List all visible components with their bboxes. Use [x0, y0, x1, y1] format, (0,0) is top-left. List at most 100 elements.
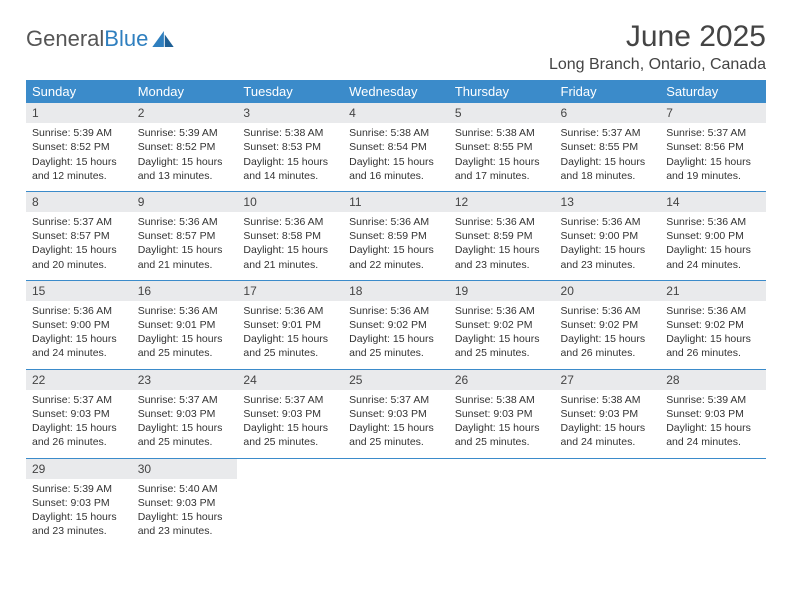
calendar-cell: 5Sunrise: 5:38 AMSunset: 8:55 PMDaylight… — [449, 103, 555, 191]
location-text: Long Branch, Ontario, Canada — [549, 56, 766, 74]
day-details: Sunrise: 5:39 AMSunset: 8:52 PMDaylight:… — [26, 123, 132, 191]
day-details: Sunrise: 5:38 AMSunset: 9:03 PMDaylight:… — [555, 390, 661, 458]
day-number: 11 — [343, 192, 449, 212]
daylight-line: Daylight: 15 hours and 23 minutes. — [455, 243, 549, 271]
calendar-row: 8Sunrise: 5:37 AMSunset: 8:57 PMDaylight… — [26, 191, 766, 280]
calendar-cell: .. — [343, 458, 449, 546]
sunrise-line: Sunrise: 5:37 AM — [666, 126, 760, 140]
day-number: 9 — [132, 192, 238, 212]
day-number: 29 — [26, 459, 132, 479]
daylight-line: Daylight: 15 hours and 16 minutes. — [349, 155, 443, 183]
day-details: Sunrise: 5:36 AMSunset: 9:00 PMDaylight:… — [660, 212, 766, 280]
sunrise-line: Sunrise: 5:36 AM — [455, 304, 549, 318]
sunset-line: Sunset: 9:00 PM — [32, 318, 126, 332]
sunset-line: Sunset: 8:56 PM — [666, 140, 760, 154]
sunset-line: Sunset: 9:03 PM — [349, 407, 443, 421]
weekday-header: Thursday — [449, 80, 555, 103]
day-details: Sunrise: 5:36 AMSunset: 8:57 PMDaylight:… — [132, 212, 238, 280]
calendar-cell: 26Sunrise: 5:38 AMSunset: 9:03 PMDayligh… — [449, 369, 555, 458]
day-number: 19 — [449, 281, 555, 301]
sunrise-line: Sunrise: 5:36 AM — [349, 304, 443, 318]
daylight-line: Daylight: 15 hours and 21 minutes. — [243, 243, 337, 271]
sunrise-line: Sunrise: 5:36 AM — [243, 215, 337, 229]
day-details: Sunrise: 5:36 AMSunset: 9:02 PMDaylight:… — [555, 301, 661, 369]
day-details: Sunrise: 5:38 AMSunset: 8:53 PMDaylight:… — [237, 123, 343, 191]
day-number: 6 — [555, 103, 661, 123]
day-details: Sunrise: 5:40 AMSunset: 9:03 PMDaylight:… — [132, 479, 238, 547]
calendar-cell: .. — [555, 458, 661, 546]
calendar-cell: 22Sunrise: 5:37 AMSunset: 9:03 PMDayligh… — [26, 369, 132, 458]
calendar-cell: 18Sunrise: 5:36 AMSunset: 9:02 PMDayligh… — [343, 280, 449, 369]
day-details: Sunrise: 5:38 AMSunset: 9:03 PMDaylight:… — [449, 390, 555, 458]
day-number: 26 — [449, 370, 555, 390]
daylight-line: Daylight: 15 hours and 19 minutes. — [666, 155, 760, 183]
daylight-line: Daylight: 15 hours and 25 minutes. — [243, 421, 337, 449]
calendar-cell: 29Sunrise: 5:39 AMSunset: 9:03 PMDayligh… — [26, 458, 132, 546]
day-details: Sunrise: 5:37 AMSunset: 9:03 PMDaylight:… — [237, 390, 343, 458]
calendar-cell: 10Sunrise: 5:36 AMSunset: 8:58 PMDayligh… — [237, 191, 343, 280]
logo-sail-icon — [152, 31, 174, 47]
day-details: Sunrise: 5:39 AMSunset: 8:52 PMDaylight:… — [132, 123, 238, 191]
daylight-line: Daylight: 15 hours and 25 minutes. — [138, 421, 232, 449]
day-details: Sunrise: 5:37 AMSunset: 8:55 PMDaylight:… — [555, 123, 661, 191]
calendar-cell: 12Sunrise: 5:36 AMSunset: 8:59 PMDayligh… — [449, 191, 555, 280]
sunset-line: Sunset: 8:53 PM — [243, 140, 337, 154]
logo-text: GeneralBlue — [26, 26, 148, 52]
day-details: Sunrise: 5:36 AMSunset: 9:02 PMDaylight:… — [449, 301, 555, 369]
sunrise-line: Sunrise: 5:37 AM — [32, 215, 126, 229]
daylight-line: Daylight: 15 hours and 23 minutes. — [561, 243, 655, 271]
weekday-header: Tuesday — [237, 80, 343, 103]
day-details: Sunrise: 5:36 AMSunset: 9:01 PMDaylight:… — [132, 301, 238, 369]
weekday-header: Wednesday — [343, 80, 449, 103]
sunset-line: Sunset: 9:03 PM — [561, 407, 655, 421]
daylight-line: Daylight: 15 hours and 25 minutes. — [138, 332, 232, 360]
daylight-line: Daylight: 15 hours and 17 minutes. — [455, 155, 549, 183]
weekday-header: Monday — [132, 80, 238, 103]
sunrise-line: Sunrise: 5:39 AM — [32, 482, 126, 496]
day-number: 3 — [237, 103, 343, 123]
day-number: 14 — [660, 192, 766, 212]
sunset-line: Sunset: 9:03 PM — [32, 496, 126, 510]
sunrise-line: Sunrise: 5:38 AM — [561, 393, 655, 407]
day-number: 23 — [132, 370, 238, 390]
daylight-line: Daylight: 15 hours and 25 minutes. — [455, 421, 549, 449]
sunrise-line: Sunrise: 5:37 AM — [243, 393, 337, 407]
day-number: 7 — [660, 103, 766, 123]
sunset-line: Sunset: 9:03 PM — [243, 407, 337, 421]
sunrise-line: Sunrise: 5:38 AM — [349, 126, 443, 140]
calendar-cell: 7 Sunrise: 5:37 AMSunset: 8:56 PMDaylight… — [660, 103, 766, 191]
sunrise-line: Sunrise: 5:39 AM — [666, 393, 760, 407]
daylight-line: Daylight: 15 hours and 26 minutes. — [666, 332, 760, 360]
day-details: Sunrise: 5:38 AMSunset: 8:55 PMDaylight:… — [449, 123, 555, 191]
sunset-line: Sunset: 9:02 PM — [455, 318, 549, 332]
weekday-header-row: Sunday Monday Tuesday Wednesday Thursday… — [26, 80, 766, 103]
day-number: 12 — [449, 192, 555, 212]
day-number: 2 — [132, 103, 238, 123]
daylight-line: Daylight: 15 hours and 24 minutes. — [561, 421, 655, 449]
day-details: Sunrise: 5:39 AMSunset: 9:03 PMDaylight:… — [660, 390, 766, 458]
sunset-line: Sunset: 8:57 PM — [32, 229, 126, 243]
day-number: 24 — [237, 370, 343, 390]
day-number: 30 — [132, 459, 238, 479]
sunrise-line: Sunrise: 5:38 AM — [243, 126, 337, 140]
day-details: Sunrise: 5:36 AMSunset: 9:02 PMDaylight:… — [660, 301, 766, 369]
day-number: 4 — [343, 103, 449, 123]
day-details: Sunrise: 5:36 AMSunset: 9:00 PMDaylight:… — [555, 212, 661, 280]
calendar-cell: 25Sunrise: 5:37 AMSunset: 9:03 PMDayligh… — [343, 369, 449, 458]
logo: GeneralBlue — [26, 26, 174, 52]
day-details: Sunrise: 5:36 AMSunset: 9:02 PMDaylight:… — [343, 301, 449, 369]
daylight-line: Daylight: 15 hours and 25 minutes. — [349, 421, 443, 449]
calendar-cell: 1Sunrise: 5:39 AMSunset: 8:52 PMDaylight… — [26, 103, 132, 191]
sunrise-line: Sunrise: 5:38 AM — [455, 126, 549, 140]
sunset-line: Sunset: 9:03 PM — [138, 496, 232, 510]
day-details: Sunrise: 5:36 AMSunset: 8:59 PMDaylight:… — [449, 212, 555, 280]
calendar-cell: 13Sunrise: 5:36 AMSunset: 9:00 PMDayligh… — [555, 191, 661, 280]
calendar-cell: 4Sunrise: 5:38 AMSunset: 8:54 PMDaylight… — [343, 103, 449, 191]
calendar-row: 15Sunrise: 5:36 AMSunset: 9:00 PMDayligh… — [26, 280, 766, 369]
sunrise-line: Sunrise: 5:37 AM — [138, 393, 232, 407]
daylight-line: Daylight: 15 hours and 20 minutes. — [32, 243, 126, 271]
day-details: Sunrise: 5:38 AMSunset: 8:54 PMDaylight:… — [343, 123, 449, 191]
daylight-line: Daylight: 15 hours and 24 minutes. — [32, 332, 126, 360]
day-details: Sunrise: 5:37 AMSunset: 9:03 PMDaylight:… — [132, 390, 238, 458]
sunrise-line: Sunrise: 5:36 AM — [349, 215, 443, 229]
